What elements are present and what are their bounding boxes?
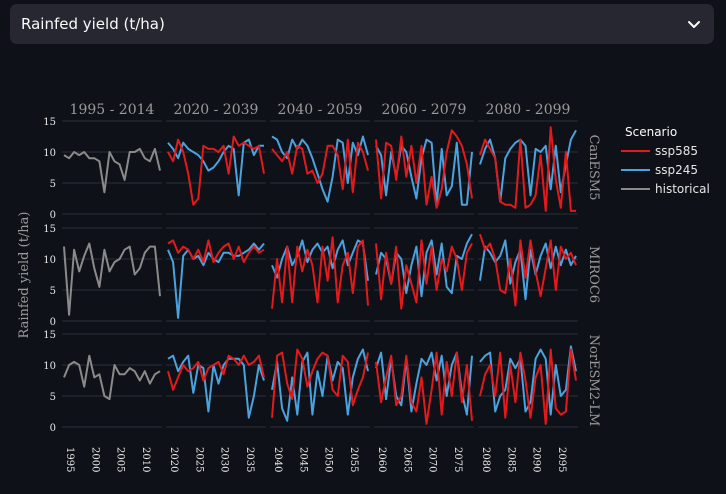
y-tick-label: 5 [50,179,56,190]
variable-select-value: Rainfed yield (t/ha) [21,15,165,33]
model-label: NorESM2-LM [586,335,601,427]
series-line-ssp585 [167,239,265,264]
x-tick-label: 2055 [348,447,359,472]
x-tick-label: 2080 [480,447,491,472]
y-axis-label: Rainfed yield (t/ha) [17,211,32,338]
series-line-ssp585 [271,138,369,194]
y-tick-label: 15 [43,117,56,128]
series-line-ssp585 [375,129,473,209]
x-tick-label: 2045 [297,447,308,472]
chevron-down-icon[interactable] [686,16,702,32]
series-line-ssp245 [479,345,577,416]
legend-label: historical [655,182,710,196]
series-line-ssp585 [375,351,473,425]
x-tick-label: 1995 [64,447,75,472]
series-line-ssp585 [479,348,577,425]
y-tick-label: 10 [43,255,56,266]
variable-select[interactable]: Rainfed yield (t/ha) [10,4,714,44]
period-header: 2040 - 2059 [278,102,363,118]
legend-label: ssp585 [655,144,698,158]
series-line-ssp245 [167,242,265,319]
y-tick-label: 10 [43,361,56,372]
x-tick-label: 2010 [140,447,151,472]
series-line-ssp245 [167,354,265,419]
period-header: 1995 - 2014 [70,102,155,118]
x-tick-label: 2095 [556,447,567,472]
y-tick-label: 0 [50,317,56,328]
x-tick-label: 2040 [272,447,283,472]
x-tick-label: 2090 [531,447,542,472]
period-header: 2060 - 2079 [382,102,467,118]
x-tick-label: 2065 [401,447,412,472]
x-tick-label: 2060 [376,447,387,472]
x-tick-label: 2030 [219,447,230,472]
y-tick-label: 15 [43,330,56,341]
y-tick-label: 5 [50,392,56,403]
x-tick-label: 2020 [168,447,179,472]
legend-title: Scenario [625,125,677,139]
x-tick-label: 2025 [193,447,204,472]
series-line-historical [63,242,161,316]
x-tick-label: 2085 [505,447,516,472]
x-tick-label: 2005 [115,447,126,472]
period-header: 2020 - 2039 [174,102,259,118]
series-line-ssp245 [167,138,264,197]
model-label: MIROC6 [586,246,601,303]
series-line-ssp245 [271,348,369,422]
x-tick-label: 2075 [452,447,463,472]
x-tick-label: 2050 [323,447,334,472]
series-line-ssp585 [271,236,369,309]
x-tick-label: 2035 [244,447,255,472]
series-line-ssp585 [167,135,265,206]
series-line-historical [63,147,161,194]
series-line-historical [63,354,161,401]
period-header: 2080 - 2099 [486,102,571,118]
y-tick-label: 0 [50,210,56,221]
y-tick-label: 15 [43,224,56,235]
y-tick-label: 0 [50,423,56,434]
series-line-ssp585 [167,354,265,391]
series-line-ssp585 [479,126,576,212]
series-line-ssp585 [479,233,577,307]
series-line-ssp585 [375,239,473,310]
y-tick-label: 10 [43,148,56,159]
model-label: CanESM5 [586,134,601,200]
legend-label: ssp245 [655,163,698,177]
x-tick-label: 2070 [427,447,438,472]
y-tick-label: 5 [50,286,56,297]
x-tick-label: 2000 [89,447,100,472]
series-line-ssp585 [271,348,369,418]
